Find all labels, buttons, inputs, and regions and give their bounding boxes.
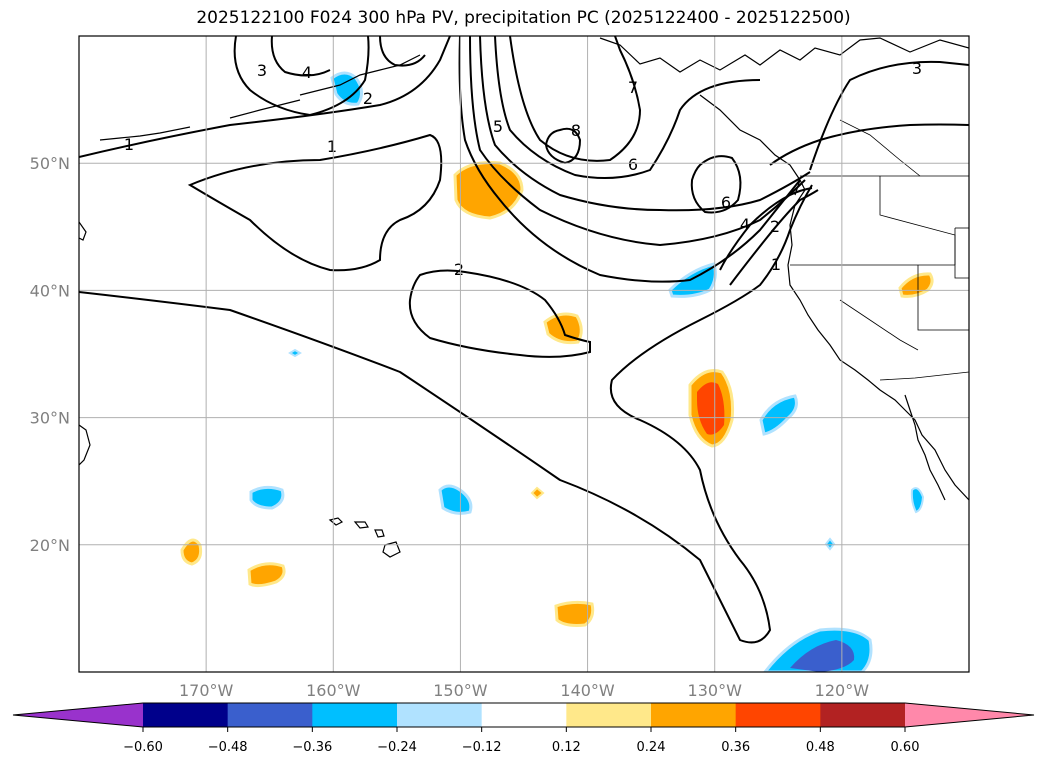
colorbar: −0.60 −0.48 −0.36 −0.24 −0.12 0.12 0.24 0.36 0.4… xyxy=(12,702,1035,755)
map-title: 2025122100 F024 300 hPa PV, precipitatio… xyxy=(196,8,851,28)
colorbar-extend-high xyxy=(905,703,1034,727)
colorbar-segment xyxy=(143,703,229,727)
lat-label: 30°N xyxy=(30,409,70,428)
colorbar-tick-label: 0.48 xyxy=(806,740,835,755)
contour-label-7: 7 xyxy=(628,78,638,97)
political-borders xyxy=(790,119,969,381)
colorbar-tick-label: 0.12 xyxy=(552,740,581,755)
colorbar-segment xyxy=(651,703,737,727)
lat-label: 40°N xyxy=(30,281,70,300)
pv-contours xyxy=(79,36,969,644)
colorbar-tick-label: 0.24 xyxy=(637,740,666,755)
contour-label-2a: 2 xyxy=(454,260,464,279)
lon-label: 150°W xyxy=(433,681,488,700)
lon-label: 130°W xyxy=(688,681,743,700)
colorbar-tick-label: −0.24 xyxy=(377,740,417,755)
gridlines xyxy=(79,36,969,672)
colorbar-tick-label: 0.60 xyxy=(891,740,920,755)
contour-label-4b: 4 xyxy=(740,215,750,234)
pv-contour-labels: 1 1 1 2 2 2 3 3 4 4 5 6 6 7 8 xyxy=(124,59,922,279)
colorbar-segment xyxy=(820,703,906,727)
colorbar-segment xyxy=(566,703,652,727)
contour-label-1a: 1 xyxy=(124,135,134,154)
contour-label-4a: 4 xyxy=(302,63,312,82)
colorbar-segment xyxy=(227,703,313,727)
contour-label-2b: 2 xyxy=(770,217,780,236)
coastlines xyxy=(79,37,969,558)
colorbar-tick-label: −0.60 xyxy=(123,740,163,755)
contour-label-3a: 3 xyxy=(257,61,267,80)
contour-label-8: 8 xyxy=(571,121,581,140)
contour-label-1b: 1 xyxy=(327,137,337,156)
colorbar-tick-label: −0.36 xyxy=(292,740,332,755)
lon-label: 140°W xyxy=(560,681,615,700)
longitude-labels: 170°W 160°W 150°W 140°W 130°W 120°W xyxy=(179,681,869,700)
colorbar-segment xyxy=(312,703,398,727)
lon-label: 160°W xyxy=(306,681,361,700)
colorbar-extend-low xyxy=(13,703,143,727)
lon-label: 170°W xyxy=(179,681,234,700)
contour-label-3b: 3 xyxy=(912,59,922,78)
lon-label: 120°W xyxy=(815,681,870,700)
contour-label-6b: 6 xyxy=(721,193,731,212)
colorbar-tick-label: −0.12 xyxy=(462,740,502,755)
contour-label-6a: 6 xyxy=(628,155,638,174)
contour-label-1c: 1 xyxy=(771,255,781,274)
colorbar-tick-label: −0.48 xyxy=(208,740,248,755)
colorbar-segment xyxy=(481,703,567,727)
lat-label: 20°N xyxy=(30,536,70,555)
map-frame xyxy=(78,35,970,673)
colorbar-segment xyxy=(735,703,821,727)
contour-label-5: 5 xyxy=(493,117,503,136)
latitude-labels: 20°N 30°N 40°N 50°N xyxy=(30,154,70,555)
lat-label: 50°N xyxy=(30,154,70,173)
colorbar-tick-label: 0.36 xyxy=(721,740,750,755)
colorbar-segment xyxy=(397,703,483,727)
contour-label-2c: 2 xyxy=(363,89,373,108)
